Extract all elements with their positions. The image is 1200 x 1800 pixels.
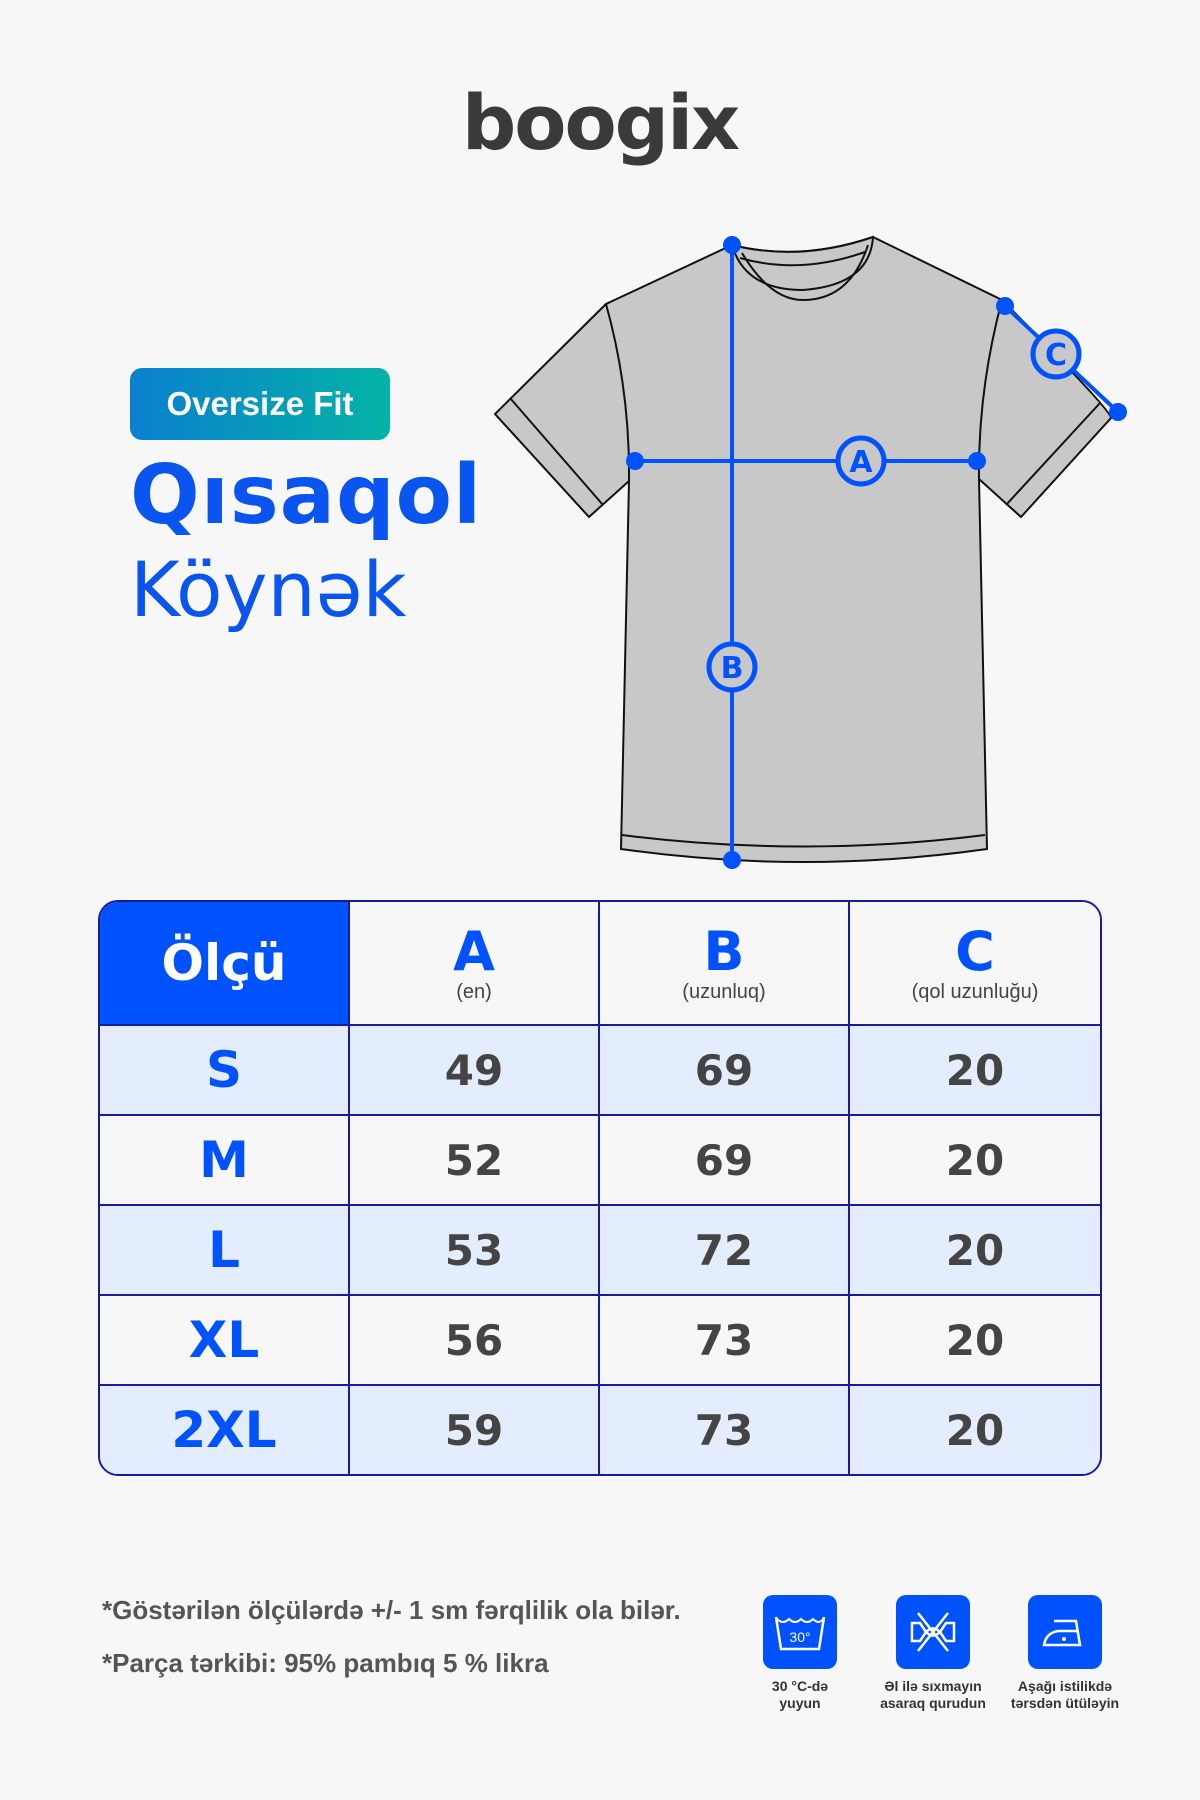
value-c: 20 <box>850 1296 1100 1386</box>
label-a <box>835 435 887 487</box>
value-b: 73 <box>600 1386 850 1474</box>
svg-text:30°: 30° <box>789 1629 810 1645</box>
wash-30-icon: 30° <box>763 1595 837 1669</box>
size-cell: M <box>100 1116 350 1206</box>
value-c: 20 <box>850 1386 1100 1474</box>
value-b: 73 <box>600 1296 850 1386</box>
label-b <box>706 641 758 693</box>
value-b: 69 <box>600 1116 850 1206</box>
product-title: Qısaqol <box>130 448 483 543</box>
care-label-iron: Aşağı istilikdə tərsdən ütüləyin <box>1010 1678 1120 1711</box>
header-size: Ölçü <box>100 902 350 1026</box>
value-a: 53 <box>350 1206 600 1296</box>
value-a: 49 <box>350 1026 600 1116</box>
label-b-text: B <box>721 651 744 686</box>
iron-low-icon <box>1028 1595 1102 1669</box>
header-b: B (uzunluq) <box>600 902 850 1026</box>
table-row: 2XL 59 73 20 <box>100 1386 1100 1474</box>
size-cell: 2XL <box>100 1386 350 1474</box>
tshirt-shape <box>493 235 1113 863</box>
table-row: XL 56 73 20 <box>100 1296 1100 1386</box>
fit-badge: Oversize Fit <box>130 368 390 440</box>
label-c-text: C <box>1045 338 1067 373</box>
tshirt-diagram: A B C <box>493 235 1127 869</box>
value-a: 52 <box>350 1116 600 1206</box>
label-c <box>1030 328 1082 380</box>
size-cell: S <box>100 1026 350 1116</box>
table-row: S 49 69 20 <box>100 1026 1100 1116</box>
header-c: C (qol uzunluğu) <box>850 902 1100 1026</box>
size-cell: L <box>100 1206 350 1296</box>
value-a: 56 <box>350 1296 600 1386</box>
value-c: 20 <box>850 1026 1100 1116</box>
no-wring-icon <box>896 1595 970 1669</box>
table-header-row: Ölçü A (en) B (uzunluq) C (qol uzunluğu) <box>100 902 1100 1026</box>
value-c: 20 <box>850 1116 1100 1206</box>
size-cell: XL <box>100 1296 350 1386</box>
table-row: L 53 72 20 <box>100 1206 1100 1296</box>
label-a-text: A <box>849 445 873 480</box>
product-subtitle: Köynək <box>130 545 407 634</box>
value-b: 69 <box>600 1026 850 1116</box>
value-a: 59 <box>350 1386 600 1474</box>
header-a: A (en) <box>350 902 600 1026</box>
care-label-dry: Əl ilə sıxmayın asaraq qurudun <box>880 1678 986 1711</box>
table-row: M 52 69 20 <box>100 1116 1100 1206</box>
note-tolerance: *Göstərilən ölçülərdə +/- 1 sm fərqlilik… <box>102 1595 681 1625</box>
value-c: 20 <box>850 1206 1100 1296</box>
value-b: 72 <box>600 1206 850 1296</box>
note-fabric: *Parça tərkibi: 95% pambıq 5 % likra <box>102 1648 549 1678</box>
care-label-wash: 30 °C-də yuyun <box>771 1678 829 1711</box>
brand-logo: boogix <box>461 78 740 167</box>
